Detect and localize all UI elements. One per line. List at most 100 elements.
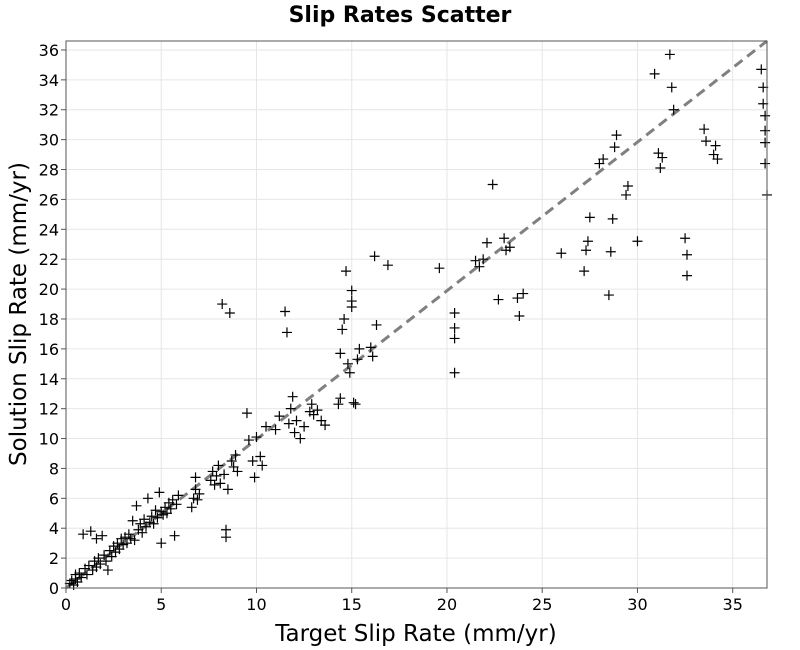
scatter-point [449, 367, 460, 378]
scatter-point [434, 263, 445, 274]
scatter-point [350, 399, 361, 410]
scatter-point [173, 490, 184, 501]
scatter-point [123, 529, 134, 540]
scatter-point [346, 285, 357, 296]
scatter-point [710, 140, 721, 151]
scatter-point [354, 343, 365, 354]
scatter-point [287, 391, 298, 402]
scatter-point [365, 342, 376, 353]
scatter-point [215, 478, 226, 489]
scatter-point [760, 137, 771, 148]
x-tick-label: 10 [246, 595, 266, 614]
scatter-point [209, 479, 220, 490]
scatter-point [221, 524, 232, 535]
scatter-point [283, 418, 294, 429]
scatter-point [165, 503, 176, 514]
scatter-point [270, 424, 281, 435]
scatter-point [91, 533, 102, 544]
scatter-point [344, 367, 355, 378]
scatter-point [285, 403, 296, 414]
scatter-point [213, 460, 224, 471]
scatter-point [137, 527, 148, 538]
scatter-point [219, 469, 230, 480]
scatter-point [150, 505, 161, 516]
scatter-point [255, 451, 266, 462]
scatter-point [449, 322, 460, 333]
scatter-point [211, 470, 222, 481]
scatter-point [222, 484, 233, 495]
scatter-point [95, 559, 106, 570]
scatter-point [449, 308, 460, 319]
scatter-point [81, 569, 92, 580]
scatter-point [699, 124, 710, 135]
scatter-point [487, 179, 498, 190]
scatter-point [342, 358, 353, 369]
y-tick-label: 14 [39, 370, 59, 389]
y-tick-label: 28 [39, 161, 59, 180]
scatter-point [666, 82, 677, 93]
scatter-point [335, 393, 346, 404]
scatter-point [346, 296, 357, 307]
scatter-point [289, 427, 300, 438]
scatter-point [756, 64, 767, 75]
scatter-point [226, 455, 237, 466]
scatter-point [280, 306, 291, 317]
scatter-point [247, 455, 258, 466]
scatter-point [367, 351, 378, 362]
scatter-point [156, 538, 167, 549]
scatter-point [241, 408, 252, 419]
scatter-point [148, 518, 159, 529]
y-tick-label: 24 [39, 220, 59, 239]
scatter-point [152, 512, 163, 523]
scatter-point [320, 420, 331, 431]
scatter-point [449, 333, 460, 344]
scatter-point [224, 308, 235, 319]
y-tick-label: 8 [49, 459, 59, 478]
y-tick-label: 18 [39, 310, 59, 329]
scatter-point [478, 254, 489, 265]
scatter-point [335, 348, 346, 359]
scatter-point [352, 354, 363, 365]
scatter-point [341, 266, 352, 277]
scatter-point [649, 68, 660, 79]
scatter-point [499, 233, 510, 244]
scatter-point [291, 415, 302, 426]
scatter-point [581, 245, 592, 256]
data-points [64, 49, 772, 591]
plot-area-frame [65, 40, 768, 589]
scatter-point [609, 142, 620, 153]
scatter-point [131, 500, 142, 511]
scatter-point [154, 487, 165, 498]
scatter-point [261, 421, 272, 432]
scatter-point [74, 568, 85, 579]
scatter-point [681, 270, 692, 281]
scatter-point [369, 251, 380, 262]
y-tick-label: 0 [49, 579, 59, 598]
scatter-point [97, 530, 108, 541]
scatter-point [249, 472, 260, 483]
scatter-point [101, 556, 112, 567]
x-tick-label: 30 [627, 595, 647, 614]
scatter-point [760, 110, 771, 121]
scatter-point [306, 399, 317, 410]
scatter-point [192, 494, 203, 505]
scatter-point [611, 130, 622, 141]
scatter-point [171, 499, 182, 510]
scatter-point [333, 399, 344, 410]
scatter-point [760, 158, 771, 169]
scatter-point [657, 152, 668, 163]
scatter-point [655, 163, 666, 174]
scatter-point [142, 493, 153, 504]
x-axis-ticks: 0 5 10 15 20 25 30 35 [61, 588, 743, 614]
scatter-point [605, 246, 616, 257]
x-axis-label: Target Slip Rate (mm/yr) [274, 621, 556, 647]
scatter-point [139, 514, 150, 525]
y-tick-label: 36 [39, 41, 59, 60]
reference-line-dashed [65, 39, 768, 590]
scatter-point [632, 236, 643, 247]
y-tick-label: 12 [39, 400, 59, 419]
scatter-point [603, 290, 614, 301]
scatter-point [371, 319, 382, 330]
chart-title: Slip Rates Scatter [289, 3, 512, 28]
scatter-point [169, 530, 180, 541]
